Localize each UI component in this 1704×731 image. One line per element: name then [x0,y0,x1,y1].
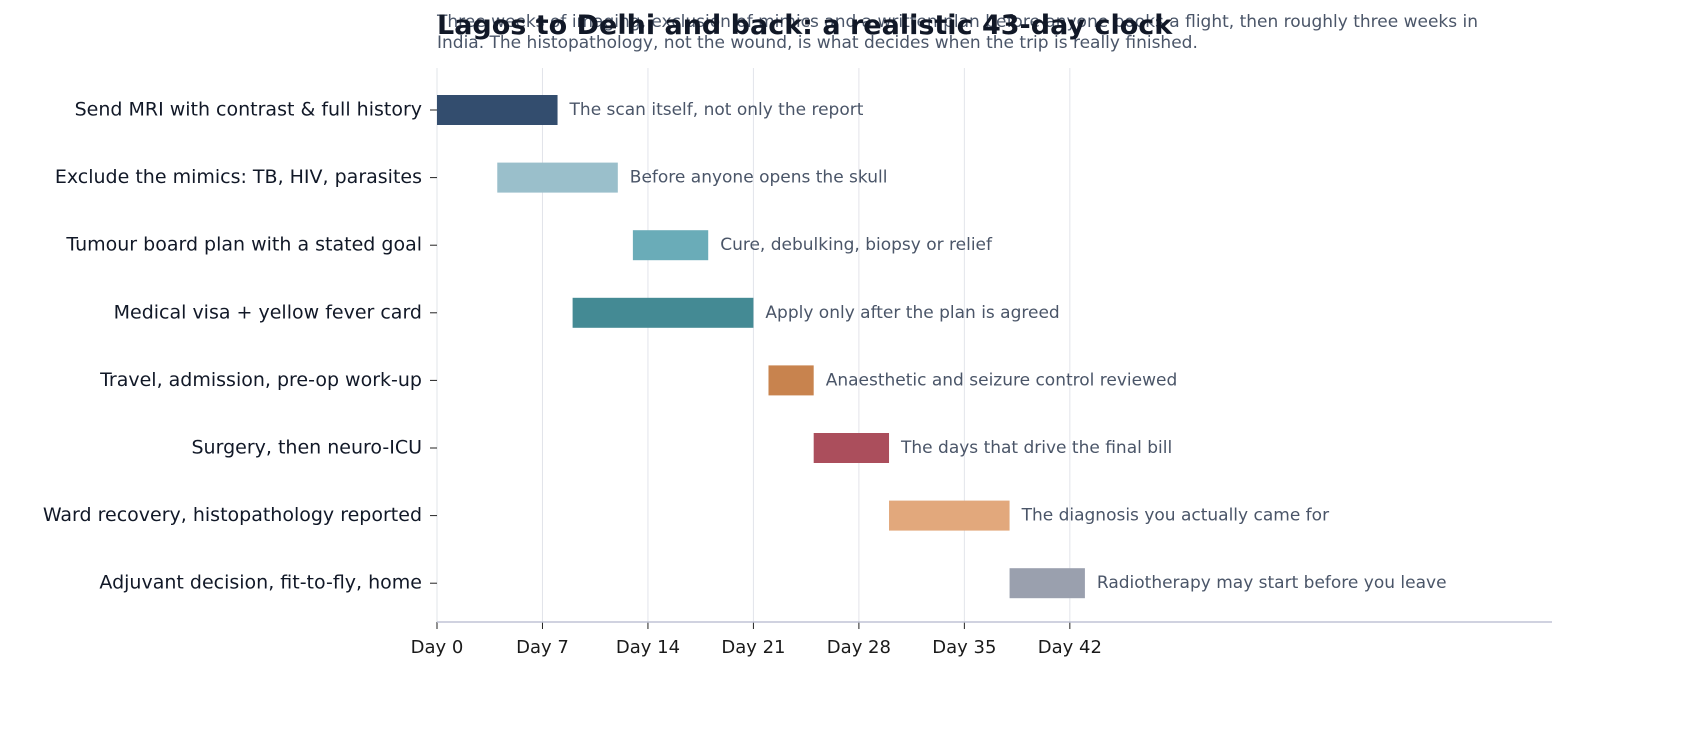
task-label: Travel, admission, pre-op work-up [99,369,422,391]
x-tick-label: Day 42 [1038,637,1102,658]
task-label: Medical visa + yellow fever card [114,301,422,323]
bar [768,365,814,396]
bar [1009,568,1085,599]
bar [437,95,558,125]
bar-note: The scan itself, not only the report [569,100,864,120]
bar-note: Anaesthetic and seizure control reviewed [826,370,1178,390]
task-label: Adjuvant decision, fit-to-fly, home [99,572,422,594]
task-label: Tumour board plan with a stated goal [65,234,422,256]
chart-subtitle: Three weeks of imaging, exclusion of mim… [437,12,1479,53]
bar-note: Apply only after the plan is agreed [765,303,1059,323]
x-tick-label: Day 0 [411,637,464,658]
bar [632,230,709,261]
x-tick-label: Day 35 [932,637,996,658]
task-label: Send MRI with contrast & full history [75,99,422,121]
bar-note: Cure, debulking, biopsy or relief [720,235,993,255]
bar [497,162,618,193]
x-tick-label: Day 14 [616,637,680,658]
x-tick-label: Day 7 [516,637,569,658]
bar-note: Before anyone opens the skull [630,168,888,188]
task-label: Surgery, then neuro-ICU [191,437,422,459]
chart-title: Lagos to Delhi and back: a realistic 43-… [437,10,1173,41]
task-label: Ward recovery, histopathology reported [43,504,422,526]
bar-note: The diagnosis you actually came for [1021,506,1330,526]
task-label: Exclude the mimics: TB, HIV, parasites [55,166,422,188]
bar-note: The days that drive the final bill [900,438,1172,458]
x-tick-label: Day 21 [721,637,785,658]
bar [813,433,890,463]
bar [572,297,754,328]
x-tick-label: Day 28 [827,637,891,658]
bar [889,500,1010,531]
bar-note: Radiotherapy may start before you leave [1097,573,1447,593]
